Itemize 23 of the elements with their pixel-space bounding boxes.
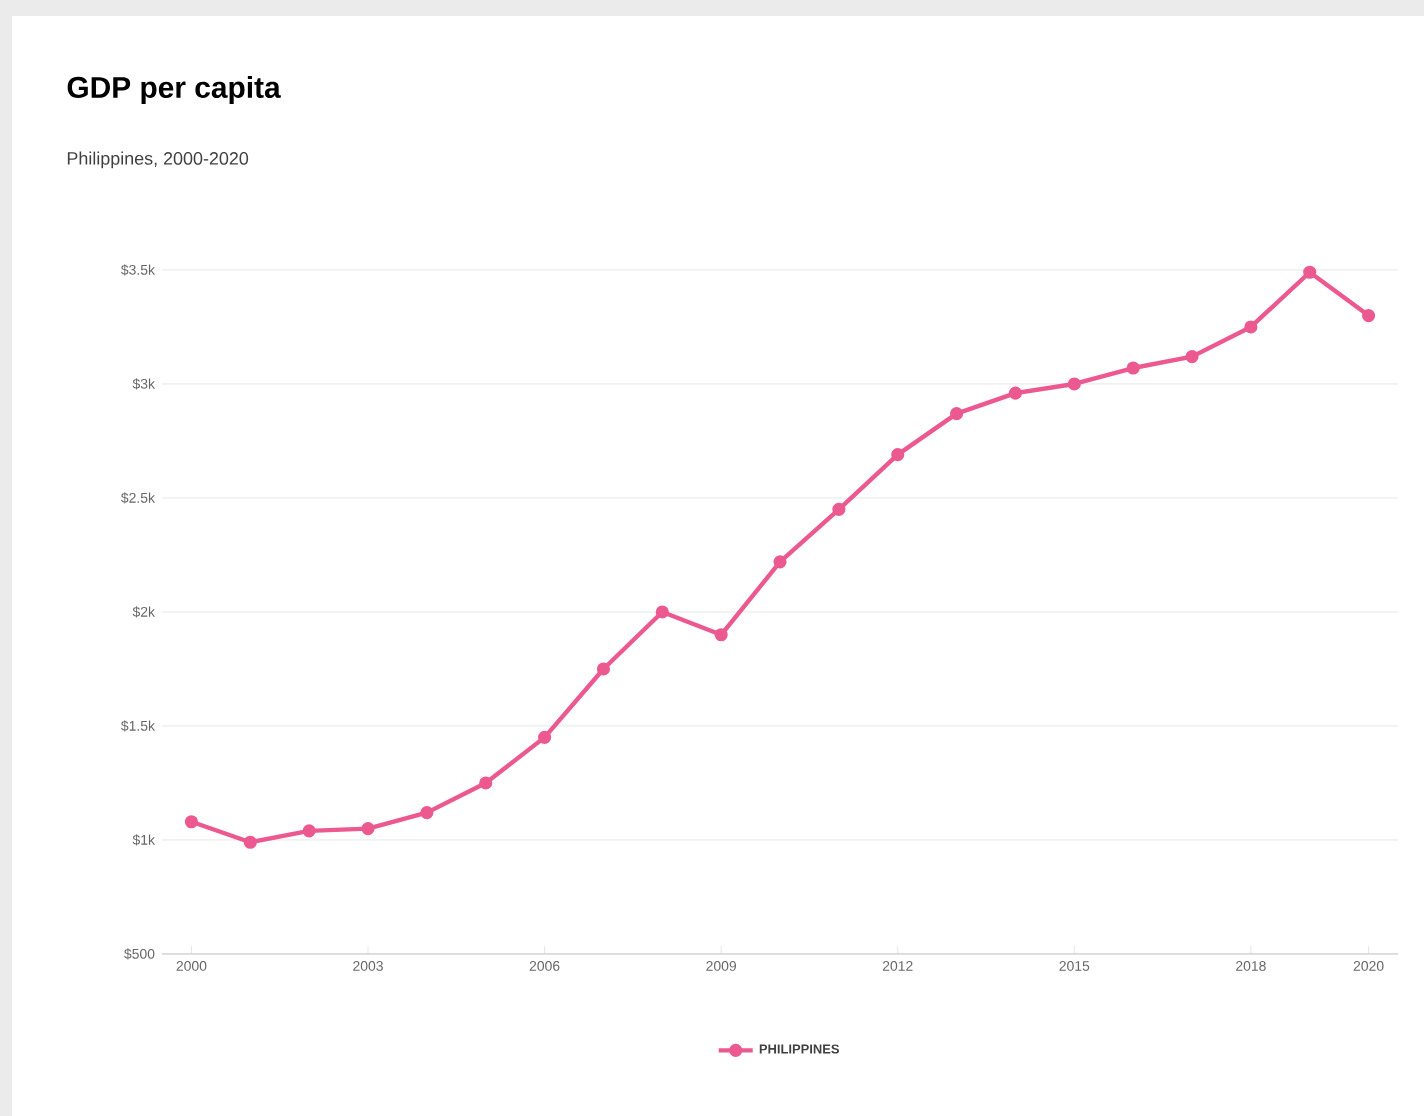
point bbox=[714, 628, 728, 642]
point bbox=[596, 662, 611, 676]
chart-title: GDP per capita bbox=[67, 76, 281, 104]
point bbox=[891, 448, 905, 462]
point bbox=[1008, 386, 1023, 400]
point bbox=[538, 730, 552, 744]
chart-subtitle: Philippines, 2000-2020 bbox=[67, 151, 249, 169]
point bbox=[773, 555, 787, 569]
point bbox=[832, 502, 846, 516]
point bbox=[1126, 361, 1140, 375]
point bbox=[1303, 265, 1317, 279]
point bbox=[243, 835, 257, 849]
point bbox=[184, 815, 199, 829]
point bbox=[1244, 320, 1258, 334]
point bbox=[361, 822, 375, 836]
point bbox=[655, 605, 669, 619]
point bbox=[479, 776, 493, 790]
point bbox=[420, 806, 434, 820]
point bbox=[950, 407, 964, 421]
point bbox=[1185, 350, 1199, 364]
point bbox=[302, 824, 316, 838]
point bbox=[1067, 377, 1081, 391]
point bbox=[1362, 308, 1376, 323]
